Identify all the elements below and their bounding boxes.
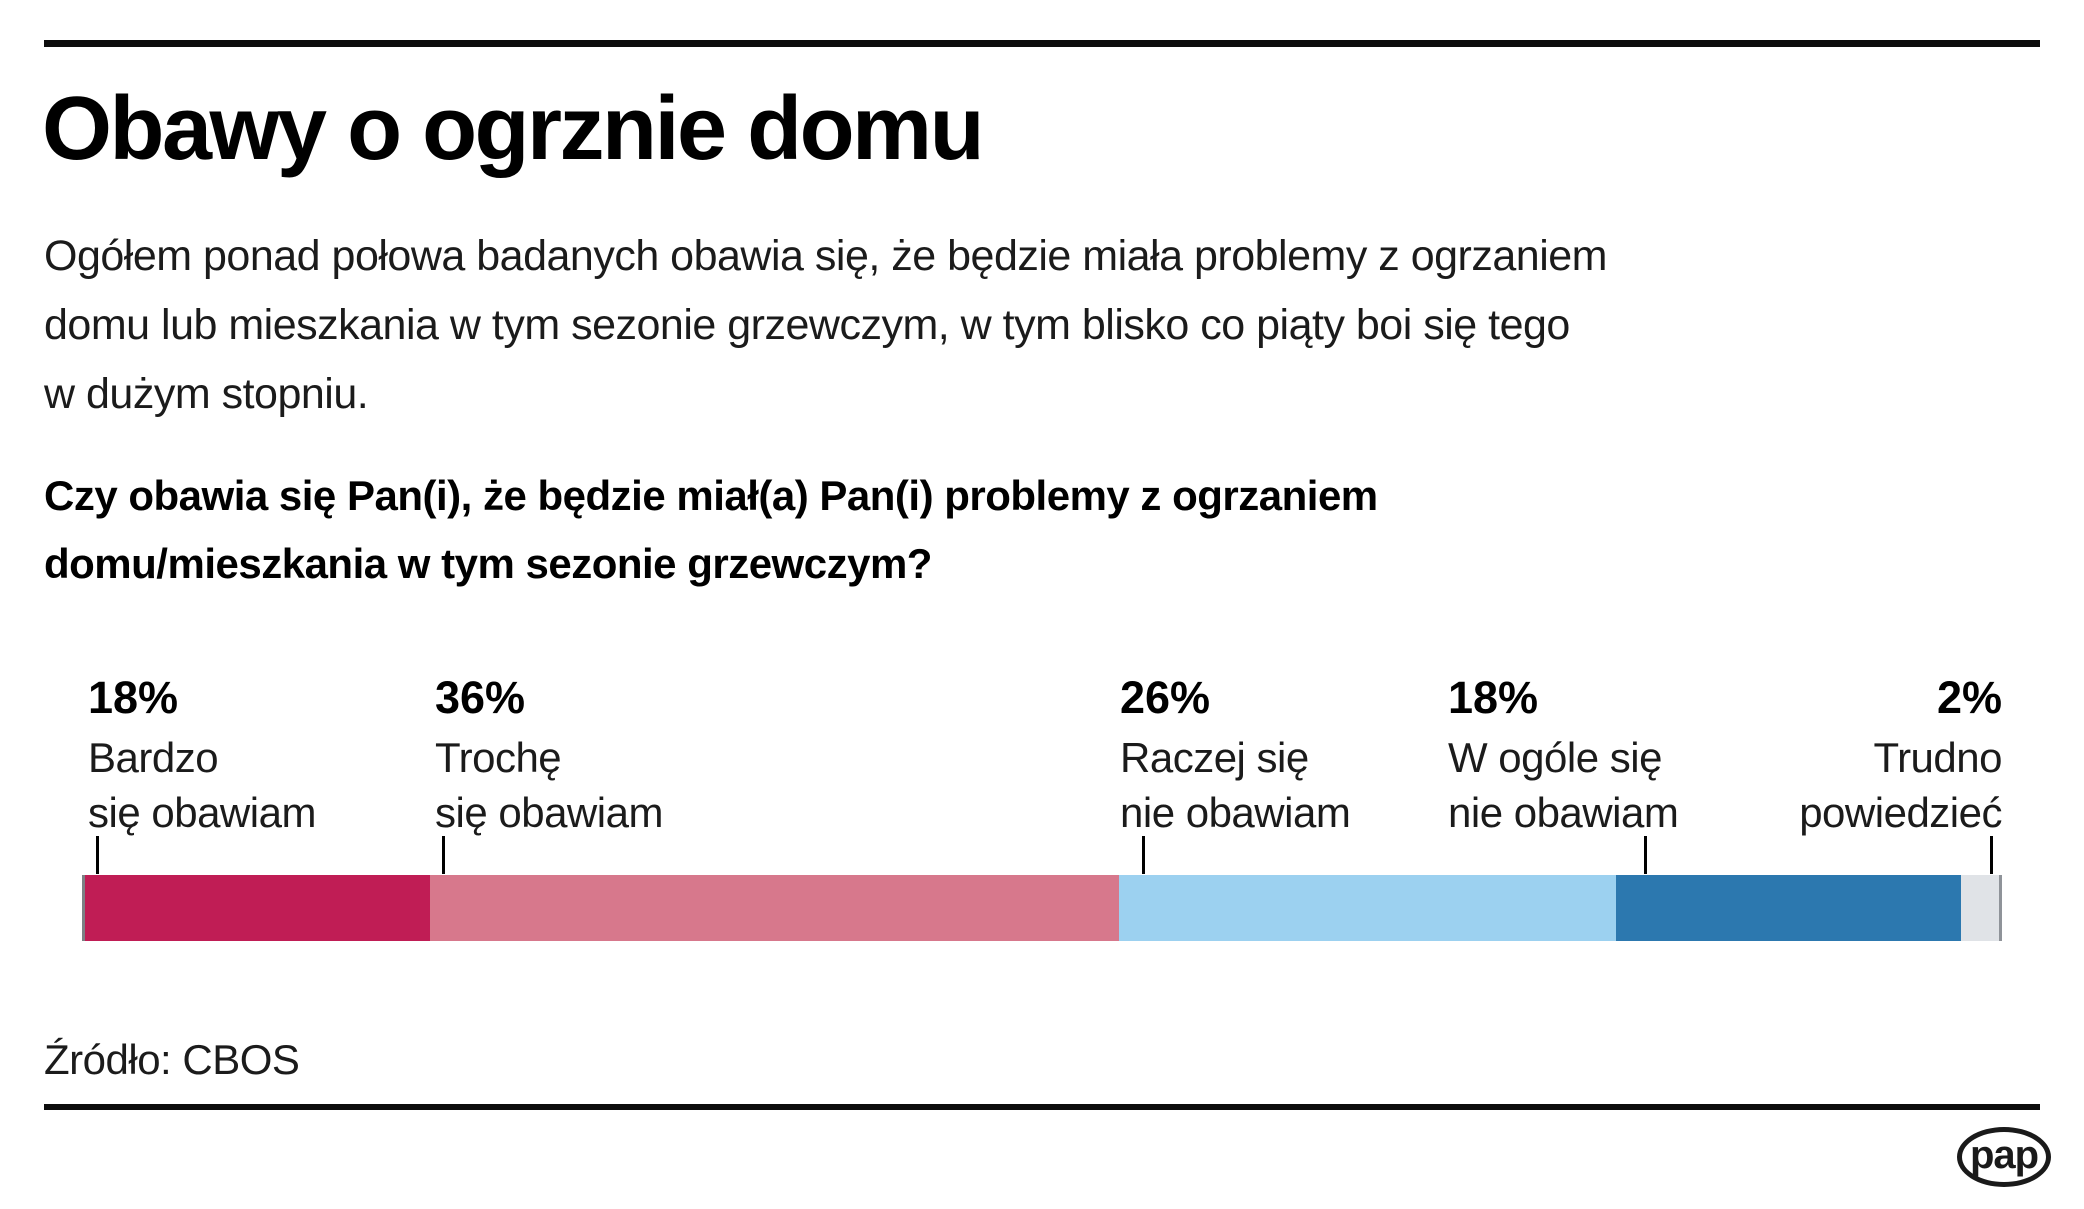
pap-logo: pap xyxy=(1957,1127,2051,1187)
category-label-line: się obawiam xyxy=(435,789,663,836)
category-label-line: się obawiam xyxy=(88,789,316,836)
category-label-line: powiedzieć xyxy=(1799,789,2002,836)
value-label: 36% xyxy=(435,672,526,723)
category-label-line: Bardzo xyxy=(88,734,219,781)
top-rule xyxy=(44,40,2040,47)
bottom-rule xyxy=(44,1104,2040,1110)
lede-line-2: domu lub mieszkania w tym sezonie grzewc… xyxy=(44,301,1570,349)
bar-segment-5 xyxy=(1960,875,1999,941)
stacked-bar xyxy=(82,875,2002,941)
tick-mark xyxy=(96,836,99,874)
lede-paragraph: Ogółem ponad połowa badanych obawia się,… xyxy=(44,222,1607,429)
bar-label-bardzo-sie-obawiam: 18% Bardzo się obawiam xyxy=(88,670,316,840)
bar-label-troche-sie-obawiam: 36% Trochę się obawiam xyxy=(435,670,663,840)
pap-logo-text: pap xyxy=(1969,1133,2039,1177)
tick-mark xyxy=(1142,836,1145,874)
bar-segment-2 xyxy=(429,875,1119,941)
source-note: Źródło: CBOS xyxy=(44,1036,300,1083)
category-label-line: Raczej się xyxy=(1120,734,1309,781)
category-label-line: Trudno xyxy=(1873,734,2002,781)
bar-label-raczej-sie-nie-obawiam: 26% Raczej się nie obawiam xyxy=(1120,670,1351,840)
value-label: 18% xyxy=(1448,672,1539,723)
category-label-line: nie obawiam xyxy=(1120,789,1351,836)
bar-segment-4 xyxy=(1616,875,1961,941)
bar-segment-1 xyxy=(85,875,430,941)
value-label: 2% xyxy=(1936,672,2002,723)
tick-mark xyxy=(1644,836,1647,874)
category-label-line: W ogóle się xyxy=(1448,734,1662,781)
bar-label-trudno-powiedziec: 2% Trudno powiedzieć xyxy=(1799,670,2002,840)
bar-segment-3 xyxy=(1118,875,1617,941)
category-label-line: nie obawiam xyxy=(1448,789,1679,836)
category-label-line: Trochę xyxy=(435,734,562,781)
survey-question: Czy obawia się Pan(i), że będzie miał(a)… xyxy=(44,462,1378,598)
question-line-1: Czy obawia się Pan(i), że będzie miał(a)… xyxy=(44,472,1378,519)
bar-label-w-ogole-sie-nie-obawiam: 18% W ogóle się nie obawiam xyxy=(1448,670,1679,840)
lede-line-1: Ogółem ponad połowa badanych obawia się,… xyxy=(44,232,1607,280)
question-line-2: domu/mieszkania w tym sezonie grzewczym? xyxy=(44,540,932,587)
page-title: Obawy o ogrznie domu xyxy=(42,79,985,179)
tick-mark xyxy=(442,836,445,874)
lede-line-3: w dużym stopniu. xyxy=(44,370,369,418)
value-label: 26% xyxy=(1120,672,1211,723)
value-label: 18% xyxy=(88,672,179,723)
tick-mark xyxy=(1990,836,1993,874)
